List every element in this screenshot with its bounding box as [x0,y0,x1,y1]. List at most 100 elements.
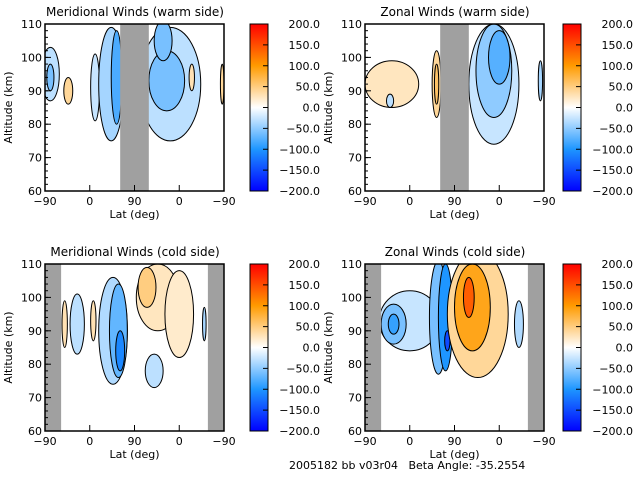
contour-region [137,266,157,308]
y-tick-label: 70 [28,392,42,405]
plot-background [45,264,224,431]
contour-region [387,313,400,335]
y-axis-label: Altitude (km) [2,311,15,383]
colorbar-tick-label: 100.0 [602,300,634,313]
colorbar-tick-label: 150.0 [289,39,321,52]
contour-region [144,353,164,389]
contour-region [90,300,97,342]
y-tick-label: 70 [348,392,362,405]
plot-area [365,24,544,191]
colorbar-tick-label: −200.0 [592,185,633,198]
y-tick-label: 60 [348,185,362,198]
contour-region [63,76,74,105]
x-tick-label: −90 [212,195,235,208]
y-tick-label: 70 [348,152,362,165]
x-tick-label: 90 [448,195,462,208]
y-tick-label: 80 [348,358,362,371]
colorbar-tick-label: −100.0 [279,383,320,396]
contour-region [365,60,420,108]
x-tick-label: −90 [33,195,56,208]
colorbar-tick-label: 100.0 [602,60,634,73]
y-tick-label: 80 [28,358,42,371]
y-tick-label: 90 [28,325,42,338]
chart-title: Meridional Winds (warm side) [46,5,224,19]
masked-region [45,264,62,431]
colorbar-tick-label: −100.0 [592,143,633,156]
plot-area [45,24,224,191]
x-tick-label: 0 [496,435,503,448]
y-tick-label: 110 [21,258,42,271]
colorbar-tick-label: 200.0 [289,258,321,271]
colorbar-tick-label: −200.0 [279,185,320,198]
y-tick-label: 110 [341,18,362,31]
contour-region [537,60,544,102]
x-axis-label: Lat (deg) [110,208,160,221]
colorbar-tick-label: −150.0 [592,404,633,417]
chart-title: Zonal Winds (warm side) [380,5,529,19]
masked-region [120,24,149,191]
colorbar-tick-label: −150.0 [279,164,320,177]
x-tick-label: 0 [176,195,183,208]
y-tick-label: 90 [28,85,42,98]
x-tick-label: 90 [128,195,142,208]
colorbar-tick-label: −50.0 [286,362,320,375]
contour-region [115,330,126,372]
chart-panel-3: Meridional Winds (cold side) 60 70 80 90 100 1… [2,245,320,461]
x-tick-label: 0 [406,435,413,448]
contour-region [188,63,195,92]
x-tick-label: −90 [532,435,555,448]
y-tick-label: 100 [21,51,42,64]
contour-region [153,24,173,62]
chart-panel-2: Zonal Winds (warm side) 60 70 80 90 100 110 −90… [322,5,633,221]
colorbar-tick-label: −100.0 [279,143,320,156]
contour-region [385,93,395,108]
y-tick-label: 70 [28,152,42,165]
x-axis-label: Lat (deg) [430,208,480,221]
chart-panel-1: Meridional Winds (warm side) 60 70 80 90 100 1… [2,5,320,221]
chart-panel-4: Zonal Winds (cold side) 60 70 80 90 100 110 −90… [322,245,633,461]
colorbar-tick-label: 150.0 [289,279,321,292]
colorbar-tick-label: 0.0 [616,342,634,355]
x-tick-label: 0 [176,435,183,448]
y-tick-label: 100 [341,291,362,304]
plot-area [45,264,224,431]
colorbar-tick-label: −50.0 [599,122,633,135]
chart-title: Meridional Winds (cold side) [50,245,219,259]
x-tick-label: −90 [212,435,235,448]
y-axis-label: Altitude (km) [322,71,335,143]
x-tick-label: 0 [86,195,93,208]
y-tick-label: 110 [21,18,42,31]
contour-region [164,270,195,359]
colorbar-tick-label: 200.0 [602,258,634,271]
x-tick-label: −90 [353,195,376,208]
y-tick-label: 60 [28,185,42,198]
footer-text: 2005182 bb v03r04 Beta Angle: -35.2554 [289,459,526,472]
x-tick-label: 0 [406,195,413,208]
colorbar-tick-label: −50.0 [599,362,633,375]
y-tick-label: 60 [348,425,362,438]
y-tick-label: 110 [341,258,362,271]
contour-region [488,30,511,85]
colorbar-tick-label: 100.0 [289,300,321,313]
contour-region [202,306,207,342]
x-tick-label: 90 [448,435,462,448]
x-tick-label: −90 [532,195,555,208]
contour-region [462,276,475,318]
colorbar-tick-label: 0.0 [303,102,321,115]
chart-title: Zonal Winds (cold side) [385,245,526,259]
colorbar-tick-label: 50.0 [296,321,321,334]
colorbar-tick-label: 150.0 [602,279,634,292]
contour-region [69,293,85,355]
y-tick-label: 90 [348,85,362,98]
x-axis-label: Lat (deg) [110,448,160,461]
plot-area [365,264,544,431]
colorbar-tick-label: 0.0 [616,102,634,115]
x-tick-label: 90 [128,435,142,448]
colorbar-tick-label: 50.0 [609,81,634,94]
x-tick-label: −90 [33,435,56,448]
y-tick-label: 80 [28,118,42,131]
x-tick-label: 0 [86,435,93,448]
y-tick-label: 100 [341,51,362,64]
y-tick-label: 80 [348,118,362,131]
masked-region [527,264,544,431]
